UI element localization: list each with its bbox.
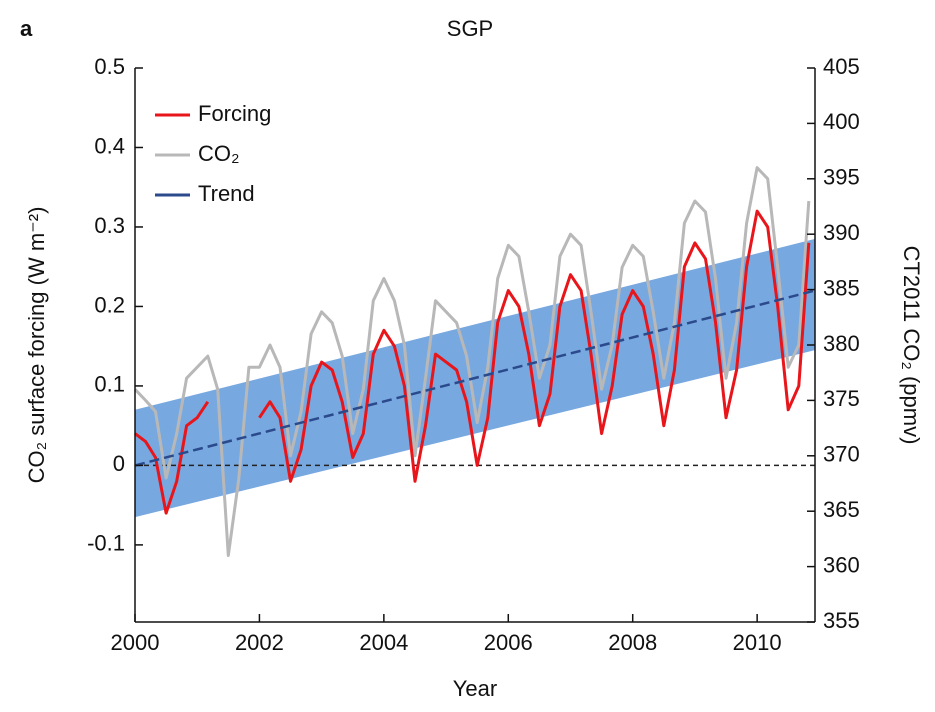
x-tick-label: 2010 [733,630,782,655]
y2-tick-label: 370 [823,442,860,467]
x-tick-label: 2008 [608,630,657,655]
x-tick-label: 2002 [235,630,284,655]
y2-tick-label: 395 [823,165,860,190]
legend-label: CO₂ [198,141,240,166]
y-tick-label: 0.3 [94,213,125,238]
y2-tick-label: 375 [823,386,860,411]
data-line [133,166,811,557]
y2-tick-label: 365 [823,497,860,522]
panel-label: a [20,16,33,41]
y2-tick-label: 400 [823,109,860,134]
y2-axis-label: CT2011 CO₂ (ppmv) [899,246,924,445]
y-tick-label: 0 [113,451,125,476]
y-axis-label: CO₂ surface forcing (W m⁻²) [24,207,49,484]
legend-label: Trend [198,181,255,206]
y-tick-label: 0.5 [94,54,125,79]
y-tick-label: 0.1 [94,372,125,397]
x-tick-label: 2000 [111,630,160,655]
x-axis-label: Year [453,676,497,701]
chart-title: SGP [447,16,493,41]
x-tick-label: 2004 [359,630,408,655]
y2-tick-label: 405 [823,54,860,79]
trend-line [134,289,816,467]
y-tick-label: 0.4 [94,133,125,158]
y2-tick-label: 380 [823,331,860,356]
legend-label: Forcing [198,101,271,126]
y2-tick-label: 360 [823,552,860,577]
y2-tick-label: 390 [823,220,860,245]
y-tick-label: 0.2 [94,292,125,317]
y2-tick-label: 355 [823,608,860,633]
y2-tick-label: 385 [823,275,860,300]
y-tick-label: -0.1 [87,531,125,556]
data-line [134,209,811,515]
x-tick-label: 2006 [484,630,533,655]
